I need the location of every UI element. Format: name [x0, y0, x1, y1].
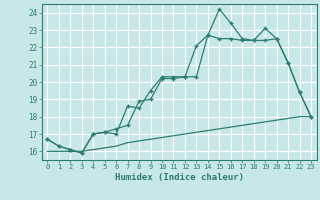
X-axis label: Humidex (Indice chaleur): Humidex (Indice chaleur) — [115, 173, 244, 182]
